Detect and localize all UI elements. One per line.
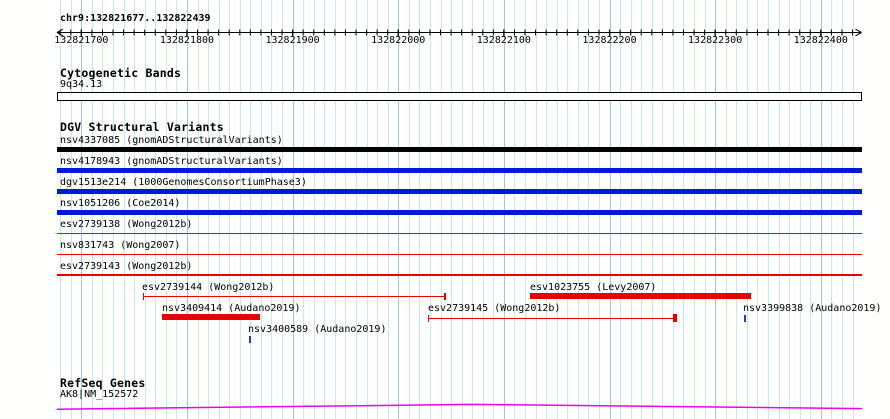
variant-esv2739138[interactable] bbox=[57, 232, 862, 234]
cytobands-section-title: Cytogenetic Bands bbox=[60, 65, 182, 80]
variant-label-nsv3409414[interactable]: nsv3409414 (Audano2019) bbox=[162, 302, 301, 314]
variant-label-esv2739144[interactable]: esv2739144 (Wong2012b) bbox=[142, 281, 275, 293]
variant-label-nsv3399838[interactable]: nsv3399838 (Audano2019) bbox=[743, 302, 882, 314]
variant-dgv1513e214[interactable] bbox=[57, 188, 862, 194]
ruler-tick-label: 132822100 bbox=[476, 35, 531, 46]
variant-nsv1051206[interactable] bbox=[57, 209, 862, 215]
variant-label-nsv4337085[interactable]: nsv4337085 (gnomADStructuralVariants) bbox=[60, 134, 283, 146]
variant-esv2739144-left-cap[interactable] bbox=[142, 292, 145, 300]
variant-label-esv2739138[interactable]: esv2739138 (Wong2012b) bbox=[60, 218, 193, 230]
ruler-tick-label: 132822300 bbox=[688, 35, 743, 46]
variant-nsv3399838[interactable] bbox=[744, 314, 747, 322]
variant-esv2739145-left-cap[interactable] bbox=[427, 314, 430, 322]
variant-label-esv2739143[interactable]: esv2739143 (Wong2012b) bbox=[60, 260, 193, 272]
refseq-gene-name: AK8|NM_152572 bbox=[60, 388, 139, 400]
variant-esv2739145-right-cap[interactable] bbox=[672, 314, 678, 322]
variant-label-nsv3400589[interactable]: nsv3400589 (Audano2019) bbox=[248, 323, 387, 335]
cytoband-name: 9q34.13 bbox=[60, 79, 103, 90]
ruler-tick-label: 132821800 bbox=[159, 35, 215, 46]
variant-nsv3400589[interactable] bbox=[249, 336, 252, 343]
variant-esv1023755[interactable] bbox=[530, 293, 751, 299]
ruler-tick-label: 132822400 bbox=[793, 35, 848, 46]
ruler-tick-label: 132821900 bbox=[265, 35, 320, 46]
variant-label-nsv1051206[interactable]: nsv1051206 (Coe2014) bbox=[60, 197, 181, 209]
region-label: chr9:132821677..132822439 bbox=[60, 13, 211, 24]
dgv-section-title: DGV Structural Variants bbox=[60, 119, 224, 134]
refseq-gene-line bbox=[56, 403, 863, 410]
variant-esv2739144-right-cap[interactable] bbox=[443, 292, 446, 300]
variant-nsv3409414[interactable] bbox=[162, 314, 260, 320]
cytoband-feature[interactable] bbox=[57, 92, 862, 101]
variant-nsv831743[interactable] bbox=[57, 253, 862, 255]
variant-esv2739144[interactable] bbox=[143, 295, 445, 297]
variant-label-esv2739145[interactable]: esv2739145 (Wong2012b) bbox=[428, 302, 561, 314]
variant-nsv4178943[interactable] bbox=[57, 167, 862, 173]
ruler-tick-label: 132822200 bbox=[582, 35, 637, 46]
variant-label-dgv1513e214[interactable]: dgv1513e214 (1000GenomesConsortiumPhase3… bbox=[60, 176, 307, 188]
variant-esv2739145[interactable] bbox=[428, 317, 677, 319]
ruler-tick-label: 132822000 bbox=[371, 35, 426, 46]
variant-label-nsv4178943[interactable]: nsv4178943 (gnomADStructuralVariants) bbox=[60, 155, 283, 167]
refseq-section-title: RefSeq Genes bbox=[60, 375, 146, 390]
variant-esv2739143[interactable] bbox=[57, 274, 862, 276]
variant-label-esv1023755[interactable]: esv1023755 (Levy2007) bbox=[530, 281, 657, 293]
ruler-tick-label: 132821700 bbox=[54, 35, 109, 46]
variant-label-nsv831743[interactable]: nsv831743 (Wong2007) bbox=[60, 239, 181, 251]
variant-nsv4337085[interactable] bbox=[57, 146, 862, 152]
